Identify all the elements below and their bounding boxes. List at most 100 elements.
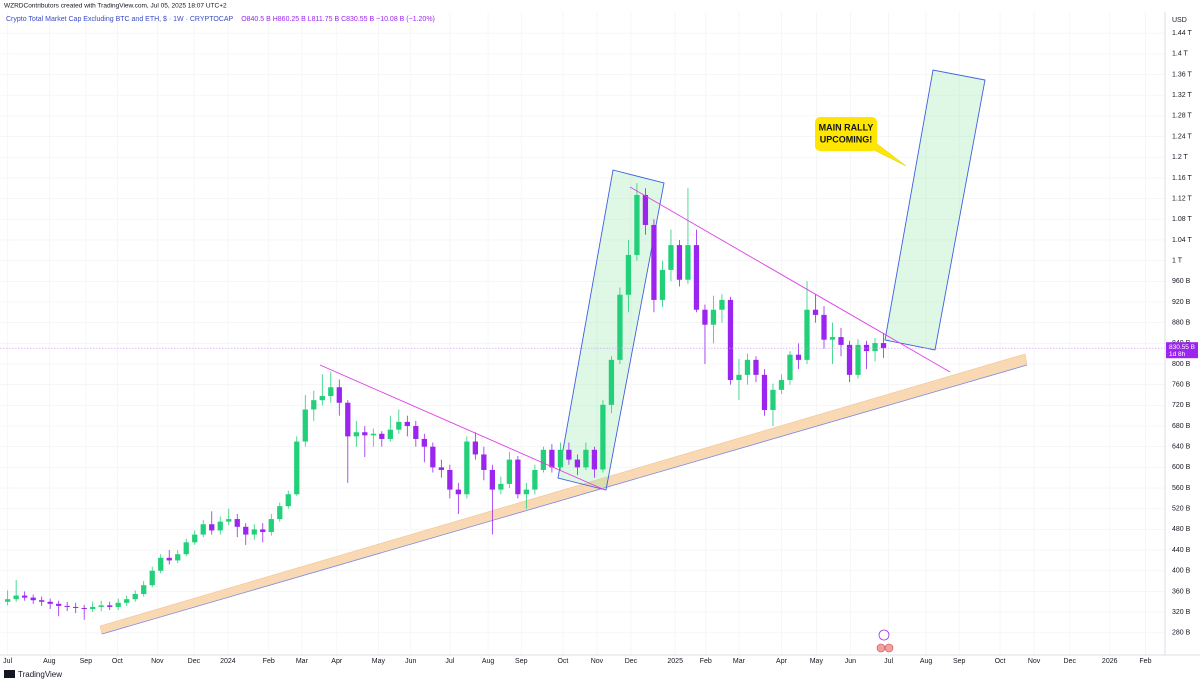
y-tick-label: 920 B [1172,299,1191,306]
price-tag-label: 830.55 B [1169,344,1195,351]
x-tick-label: Dec [188,658,201,665]
candle-body [370,433,376,436]
candle-body [90,606,96,609]
candle-body [472,441,478,455]
y-tick-label: 800 B [1172,361,1191,368]
candle-body [209,524,215,531]
event-icon [876,643,886,653]
candle-body [719,299,725,310]
candle-body [880,343,887,349]
candle-body [396,421,402,430]
x-tick-label: Sep [953,658,966,665]
x-tick-label: Feb [263,658,275,665]
y-tick-label: 1.28 T [1172,113,1192,120]
candle-body [243,526,249,535]
candle-body [175,554,181,561]
candle-body [294,441,300,495]
trendline [629,186,951,373]
candle-body [47,601,53,604]
y-tick-label: 680 B [1172,423,1191,430]
candle-body [81,607,87,609]
y-tick-label: 1.12 T [1172,195,1192,202]
y-tick-label: 440 B [1172,547,1191,554]
trendline [319,364,606,491]
candle-body [838,337,844,345]
x-tick-label: Dec [625,658,638,665]
y-tick-label: 1.16 T [1172,175,1192,182]
candle-body [5,599,11,602]
x-tick-label: May [372,658,386,665]
candle-body [872,343,878,352]
candle-body [98,605,104,607]
candle-body [455,489,461,495]
currency: USD [1172,17,1187,24]
candle-body [727,299,734,381]
candle-body [30,597,36,601]
candle-body [651,224,657,300]
candle-body [285,494,291,507]
candle-body [846,344,853,375]
candle-body [328,387,334,397]
y-tick-label: 1 T [1172,257,1183,264]
candle-body [591,449,598,470]
brand: TradingView [18,670,62,679]
x-tick-label: 2024 [220,658,236,665]
ohlc-legend: O840.5 B H860.25 B L811.75 B C830.55 B −… [241,16,435,23]
x-tick-label: May [810,658,824,665]
candle-body [73,606,79,608]
candle-body [549,449,555,468]
y-tick-label: 1.04 T [1172,237,1192,244]
y-tick-label: 560 B [1172,485,1191,492]
y-tick-label: 280 B [1172,630,1191,637]
candle-body [702,309,708,325]
candle-body [115,602,121,607]
x-tick-label: Jul [3,658,12,665]
candle-body [124,599,130,603]
y-tick-label: 1.24 T [1172,133,1192,140]
candle-body [268,519,274,532]
candle-body [421,438,427,447]
y-tick-label: 1.44 T [1172,30,1192,37]
price-tag-countdown: 1d 8h [1169,351,1186,358]
candle-body [413,426,419,439]
y-tick-label: 360 B [1172,588,1191,595]
candle-body [515,459,521,495]
candle-body [141,585,147,595]
candle-body [855,344,861,375]
candle-body [685,245,691,280]
x-tick-label: Jul [884,658,893,665]
candle-body [22,595,28,598]
x-tick-label: Sep [515,658,528,665]
candle-body [192,534,198,543]
candle-body [676,245,683,280]
candle-body [634,194,640,255]
support-line [101,364,1028,635]
x-tick-label: Nov [1028,658,1041,665]
candle-body [217,521,223,531]
candle-body [787,354,793,381]
callout-text: UPCOMING! [820,134,873,144]
y-tick-label: 880 B [1172,319,1191,326]
x-tick-label: Jun [845,658,856,665]
y-tick-label: 960 B [1172,278,1191,285]
x-tick-label: Oct [112,658,123,665]
candle-body [464,441,470,495]
y-tick-label: 600 B [1172,464,1191,471]
candle-body [13,595,19,600]
y-tick-label: 520 B [1172,506,1191,513]
candle-body [319,396,325,401]
candle-body [625,254,632,295]
x-tick-label: Feb [700,658,712,665]
candle-body [404,421,410,427]
candle-body [770,389,776,410]
y-tick-label: 640 B [1172,444,1191,451]
candle-body [166,557,172,561]
candle-body [183,542,189,555]
x-tick-label: Apr [331,658,343,665]
candle-body [430,446,436,468]
candle-body [200,524,206,535]
x-tick-label: Nov [151,658,164,665]
x-tick-label: Nov [591,658,604,665]
x-tick-label: Oct [557,658,568,665]
y-tick-label: 1.2 T [1172,154,1189,161]
